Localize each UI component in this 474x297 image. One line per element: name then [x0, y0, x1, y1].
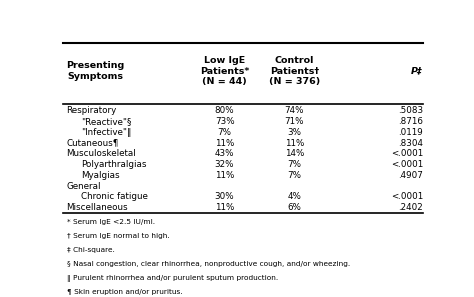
Text: Control
Patients†
(N = 376): Control Patients† (N = 376): [269, 56, 320, 86]
Text: 11%: 11%: [215, 203, 234, 212]
Text: General: General: [66, 181, 101, 190]
Text: Respiratory: Respiratory: [66, 106, 117, 115]
Text: § Nasal congestion, clear rhinorrhea, nonproductive cough, and/or wheezing.: § Nasal congestion, clear rhinorrhea, no…: [66, 261, 350, 267]
Text: 3%: 3%: [287, 128, 301, 137]
Text: 43%: 43%: [215, 149, 234, 158]
Text: <.0001: <.0001: [391, 192, 423, 201]
Text: ‡ Chi-square.: ‡ Chi-square.: [66, 247, 115, 253]
Text: * Serum IgE <2.5 IU/ml.: * Serum IgE <2.5 IU/ml.: [66, 219, 155, 225]
Text: <.0001: <.0001: [391, 149, 423, 158]
Text: Cutaneous¶: Cutaneous¶: [66, 138, 119, 148]
Text: Myalgias: Myalgias: [82, 171, 120, 180]
Text: Presenting
Symptoms: Presenting Symptoms: [66, 61, 125, 81]
Text: 7%: 7%: [287, 171, 301, 180]
Text: .8716: .8716: [398, 117, 423, 126]
Text: .4907: .4907: [398, 171, 423, 180]
Text: 80%: 80%: [215, 106, 234, 115]
Text: .5083: .5083: [398, 106, 423, 115]
Text: 6%: 6%: [287, 203, 301, 212]
Text: Low IgE
Patients*
(N = 44): Low IgE Patients* (N = 44): [200, 56, 249, 86]
Text: <.0001: <.0001: [391, 160, 423, 169]
Text: .2402: .2402: [398, 203, 423, 212]
Text: 11%: 11%: [285, 138, 304, 148]
Text: 14%: 14%: [285, 149, 304, 158]
Text: ‖ Purulent rhinorrhea and/or purulent sputum production.: ‖ Purulent rhinorrhea and/or purulent sp…: [66, 275, 278, 282]
Text: "Infective"‖: "Infective"‖: [82, 128, 132, 137]
Text: 71%: 71%: [284, 117, 304, 126]
Text: "Reactive"§: "Reactive"§: [82, 117, 132, 126]
Text: 74%: 74%: [284, 106, 304, 115]
Text: 7%: 7%: [218, 128, 232, 137]
Text: Polyarthralgias: Polyarthralgias: [82, 160, 147, 169]
Text: .8304: .8304: [398, 138, 423, 148]
Text: 30%: 30%: [215, 192, 234, 201]
Text: Miscellaneous: Miscellaneous: [66, 203, 128, 212]
Text: .0119: .0119: [398, 128, 423, 137]
Text: 73%: 73%: [215, 117, 234, 126]
Text: Musculoskeletal: Musculoskeletal: [66, 149, 137, 158]
Text: † Serum IgE normal to high.: † Serum IgE normal to high.: [66, 233, 169, 239]
Text: 11%: 11%: [215, 171, 234, 180]
Text: 32%: 32%: [215, 160, 234, 169]
Text: P‡: P‡: [411, 67, 423, 76]
Text: ¶ Skin eruption and/or pruritus.: ¶ Skin eruption and/or pruritus.: [66, 290, 182, 296]
Text: Chronic fatigue: Chronic fatigue: [82, 192, 148, 201]
Text: 11%: 11%: [215, 138, 234, 148]
Text: 4%: 4%: [287, 192, 301, 201]
Text: 7%: 7%: [287, 160, 301, 169]
